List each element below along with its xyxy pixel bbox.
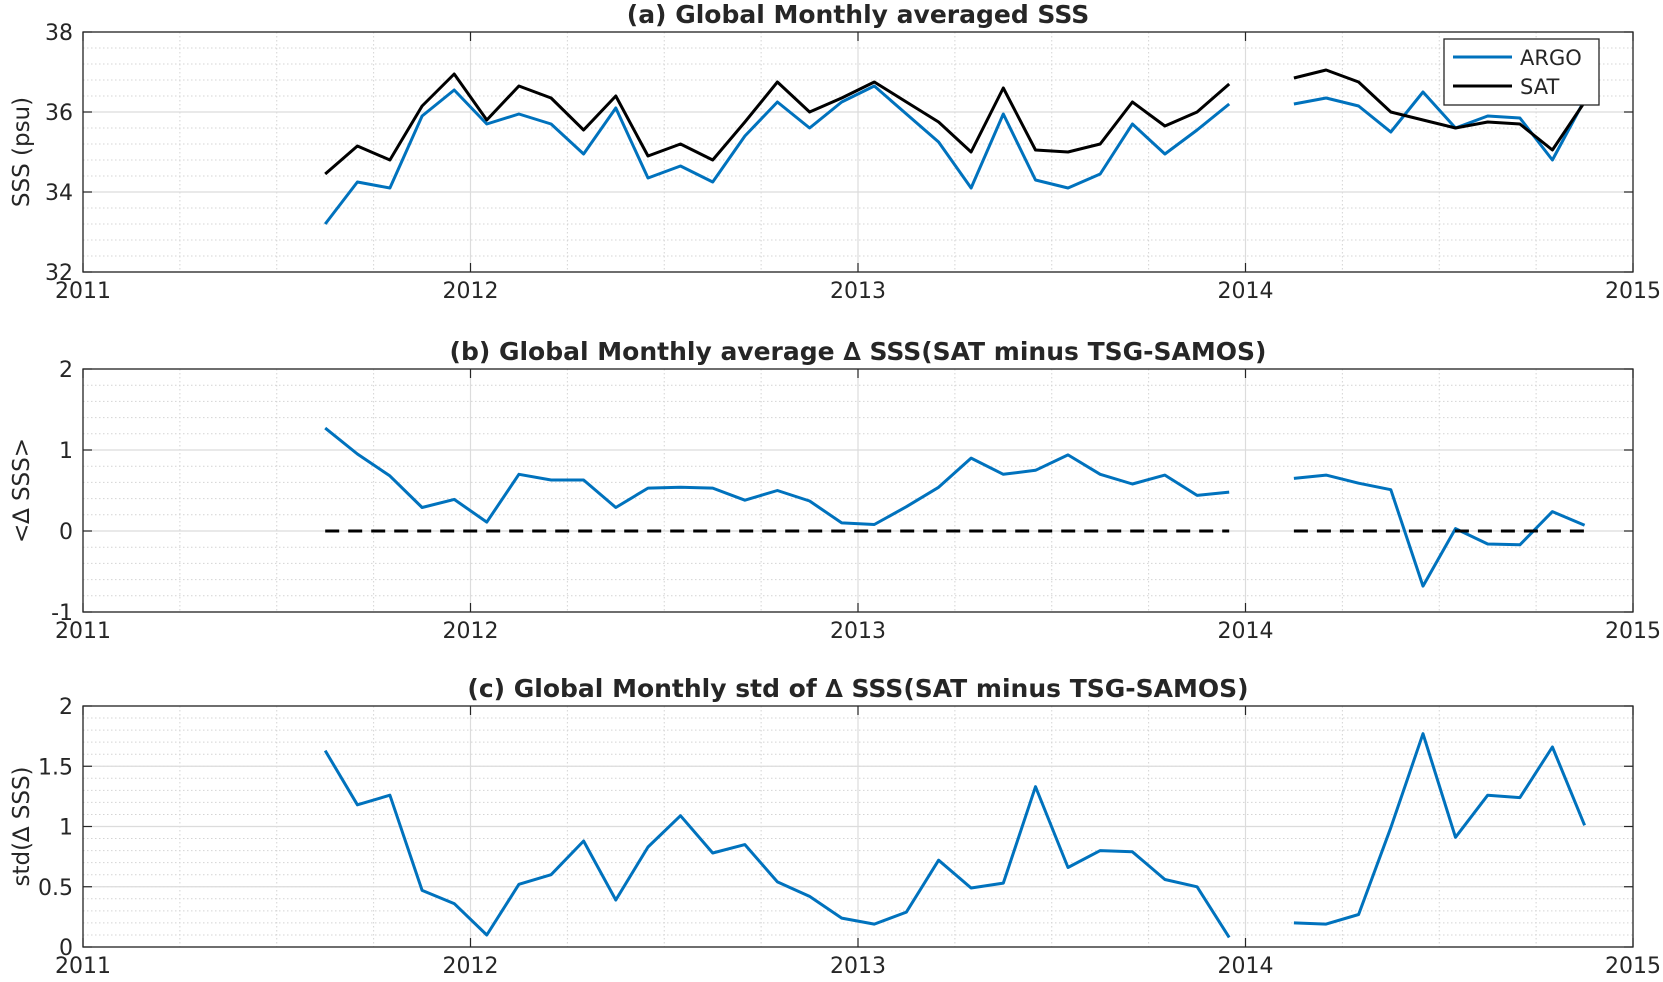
x-tick-label: 2015 [1605, 619, 1661, 644]
y-tick-label: 0.5 [38, 876, 73, 901]
y-axis-label: <∆ SSS> [9, 438, 35, 543]
y-tick-label: 1 [59, 816, 73, 841]
series-line-0 [323, 732, 1586, 939]
x-tick-label: 2014 [1218, 954, 1274, 979]
y-tick-label: 2 [59, 358, 73, 383]
chart-panel-0: 2011 2012 2013 2014 2015 32 34 36 38 (a) Global M… [9, 0, 1661, 304]
x-tick-label: 2013 [830, 619, 886, 644]
chart-panel-2: 2011 2012 2013 2014 2015 0 0.5 1 1.5 2 (c) Global … [9, 674, 1661, 979]
legend-box [1443, 38, 1600, 106]
x-tick-label: 2011 [55, 279, 111, 304]
y-tick-label: 1 [59, 439, 73, 464]
y-tick-label: 38 [45, 21, 73, 46]
x-tick-label: 2015 [1605, 279, 1661, 304]
y-tick-label: 0 [59, 520, 73, 545]
legend-label: SAT [1520, 75, 1559, 99]
x-tick-label: 2011 [55, 619, 111, 644]
y-tick-label: 0 [59, 936, 73, 961]
series-line-0 [324, 426, 1586, 588]
y-tick-label: 32 [45, 261, 73, 286]
chart-title: (a) Global Monthly averaged SSS [627, 0, 1089, 29]
y-tick-label: 36 [45, 101, 73, 126]
y-tick-label: -1 [51, 601, 73, 626]
series-line-argo [324, 84, 1586, 225]
series-line-sat [324, 68, 1586, 176]
chart-title: (c) Global Monthly std of ∆ SSS(SAT minu… [467, 674, 1248, 703]
x-tick-label: 2012 [443, 954, 499, 979]
x-tick-label: 2013 [830, 954, 886, 979]
y-tick-label: 34 [45, 181, 73, 206]
y-tick-label: 2 [59, 695, 73, 720]
legend-label: ARGO [1520, 46, 1582, 70]
y-tick-label: 1.5 [38, 755, 73, 780]
x-tick-label: 2014 [1218, 619, 1274, 644]
y-axis-label: SSS (psu) [9, 97, 35, 207]
chart-panel-1: 2011 2012 2013 2014 2015 -1 0 1 2 (b) Global Mont… [9, 337, 1661, 644]
x-tick-label: 2013 [830, 279, 886, 304]
y-axis-label: std(∆ SSS) [9, 766, 35, 886]
x-tick-label: 2015 [1605, 954, 1661, 979]
x-tick-label: 2012 [443, 279, 499, 304]
x-tick-label: 2012 [443, 619, 499, 644]
x-tick-label: 2011 [55, 954, 111, 979]
chart-title: (b) Global Monthly average ∆ SSS(SAT min… [450, 337, 1267, 366]
legend: ARGO SAT [1443, 38, 1600, 106]
x-tick-label: 2014 [1218, 279, 1274, 304]
